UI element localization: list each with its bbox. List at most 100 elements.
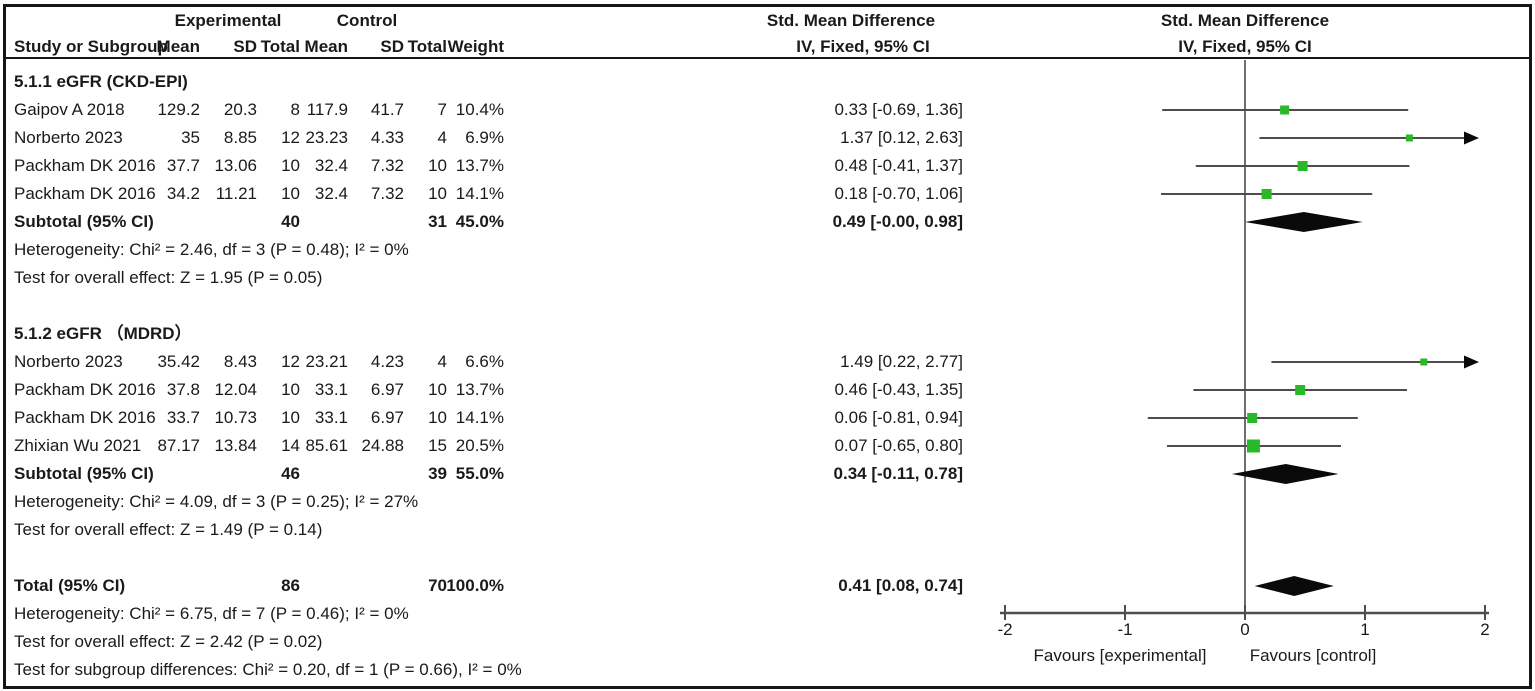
col-header-weight: Weight bbox=[447, 37, 504, 56]
ctl-mean: 33.1 bbox=[314, 380, 348, 399]
axis-label-favours-control: Favours [control] bbox=[1249, 646, 1377, 665]
effect-marker bbox=[1246, 439, 1260, 453]
axis-tick-label: 1 bbox=[1360, 620, 1370, 639]
effect-marker bbox=[1420, 358, 1428, 366]
study-row: Packham DK 2016 34.2 11.21 10 32.4 7.32 10 14.1… bbox=[0, 180, 1535, 208]
exp-mean: 34.2 bbox=[166, 184, 200, 203]
heterogeneity-text: Heterogeneity: Chi² = 2.46, df = 3 (P = … bbox=[14, 240, 409, 259]
effect-marker bbox=[1405, 134, 1413, 142]
subtotal-row: Subtotal (95% CI) 40 31 45.0% 0.49 [-0.00, 0… bbox=[0, 208, 1535, 236]
weight: 14.1% bbox=[455, 184, 504, 203]
study-name: Norberto 2023 bbox=[14, 128, 123, 147]
subgroup-heading: 5.1.1 eGFR (CKD-EPI) bbox=[14, 72, 188, 91]
weight: 13.7% bbox=[455, 156, 504, 175]
exp-total: 86 bbox=[281, 576, 300, 595]
ctl-mean: 32.4 bbox=[314, 184, 348, 203]
ci-estimate: 0.46 [-0.43, 1.35] bbox=[834, 380, 963, 399]
col-header-ctl-sd: SD bbox=[380, 37, 404, 56]
ci-estimate: 0.06 [-0.81, 0.94] bbox=[834, 408, 963, 427]
exp-total: 46 bbox=[281, 464, 300, 483]
subgroup-heading-row: 5.1.2 eGFR （MDRD） bbox=[0, 320, 1535, 348]
effect-marker bbox=[1247, 413, 1258, 423]
subtotal-diamond bbox=[1245, 212, 1363, 232]
pooled-label: Subtotal (95% CI) bbox=[14, 464, 154, 483]
col-header-ctl-total: Total bbox=[407, 37, 447, 56]
subgroup-differences-text: Test for subgroup differences: Chi² = 0.… bbox=[14, 660, 522, 679]
effect-marker bbox=[1280, 105, 1290, 115]
ctl-mean: 32.4 bbox=[314, 156, 348, 175]
ctl-total: 10 bbox=[428, 408, 447, 427]
study-name: Packham DK 2016 bbox=[14, 408, 156, 427]
weight: 13.7% bbox=[455, 380, 504, 399]
overall-effect-text: Test for overall effect: Z = 1.49 (P = 0… bbox=[14, 520, 323, 539]
overall-effect-text: Test for overall effect: Z = 1.95 (P = 0… bbox=[14, 268, 323, 287]
overall-effect-row: Test for overall effect: Z = 1.49 (P = 0… bbox=[0, 516, 1535, 544]
overall-effect-row: Test for overall effect: Z = 1.95 (P = 0… bbox=[0, 264, 1535, 292]
col-header-ci-table: IV, Fixed, 95% CI bbox=[796, 37, 930, 56]
ctl-sd: 41.7 bbox=[370, 100, 404, 119]
heterogeneity-text: Heterogeneity: Chi² = 4.09, df = 3 (P = … bbox=[14, 492, 419, 511]
total-diamond bbox=[1254, 576, 1334, 596]
exp-sd: 20.3 bbox=[223, 100, 257, 119]
study-name: Packham DK 2016 bbox=[14, 156, 156, 175]
weight: 10.4% bbox=[455, 100, 504, 119]
header-separator-line bbox=[6, 57, 1529, 59]
ci-estimate: 0.49 [-0.00, 0.98] bbox=[832, 212, 963, 231]
axis-label-favours-experimental: Favours [experimental] bbox=[1033, 646, 1207, 665]
subgroup-heading-row: 5.1.1 eGFR (CKD-EPI) bbox=[0, 68, 1535, 96]
exp-total: 12 bbox=[281, 352, 300, 371]
ci-estimate: 0.33 [-0.69, 1.36] bbox=[834, 100, 963, 119]
ctl-sd: 24.88 bbox=[361, 436, 404, 455]
effect-marker bbox=[1295, 385, 1306, 395]
exp-sd: 8.43 bbox=[223, 352, 257, 371]
plot-header-smd: Std. Mean Difference bbox=[1160, 11, 1330, 30]
weight: 6.6% bbox=[465, 352, 504, 371]
study-row: Norberto 2023 35.42 8.43 12 23.21 4.23 4 6.6% 1.… bbox=[0, 348, 1535, 376]
ctl-mean: 117.9 bbox=[306, 100, 348, 119]
total-row: Total (95% CI) 86 70 100.0% 0.41 [0.08, 0.74… bbox=[0, 572, 1535, 600]
exp-sd: 11.21 bbox=[215, 184, 257, 203]
subgroup-heading: 5.1.2 eGFR （MDRD） bbox=[14, 324, 192, 343]
col-header-ctl-mean: Mean bbox=[304, 37, 348, 56]
ctl-total: 10 bbox=[428, 156, 447, 175]
heterogeneity-text: Heterogeneity: Chi² = 6.75, df = 7 (P = … bbox=[14, 604, 409, 623]
col-header-study: Study or Subgroup bbox=[14, 37, 168, 56]
ci-arrow-icon bbox=[1464, 355, 1479, 369]
weight: 45.0% bbox=[455, 212, 504, 231]
study-name: Gaipov A 2018 bbox=[14, 100, 125, 119]
effect-marker bbox=[1297, 161, 1308, 171]
ci-estimate: 0.41 [0.08, 0.74] bbox=[838, 576, 963, 595]
ctl-total: 15 bbox=[428, 436, 447, 455]
ctl-mean: 85.61 bbox=[305, 436, 348, 455]
exp-mean: 33.7 bbox=[166, 408, 200, 427]
ctl-total: 10 bbox=[428, 184, 447, 203]
ctl-sd: 4.23 bbox=[370, 352, 404, 371]
exp-sd: 13.06 bbox=[214, 156, 257, 175]
exp-sd: 8.85 bbox=[223, 128, 257, 147]
exp-sd: 13.84 bbox=[214, 436, 257, 455]
ctl-sd: 6.97 bbox=[370, 408, 404, 427]
ctl-total: 10 bbox=[428, 380, 447, 399]
ctl-total: 70 bbox=[428, 576, 447, 595]
ci-arrow-icon bbox=[1464, 131, 1479, 145]
col-header-experimental: Experimental bbox=[174, 11, 282, 30]
col-header-exp-mean: Mean bbox=[156, 37, 200, 56]
study-row: Packham DK 2016 33.7 10.73 10 33.1 6.97 10 14.1… bbox=[0, 404, 1535, 432]
exp-mean: 35.42 bbox=[157, 352, 200, 371]
ci-estimate: 0.48 [-0.41, 1.37] bbox=[834, 156, 963, 175]
subgroup-differences-row: Test for subgroup differences: Chi² = 0.… bbox=[0, 656, 1535, 684]
weight: 6.9% bbox=[465, 128, 504, 147]
exp-total: 10 bbox=[281, 184, 300, 203]
study-row: Packham DK 2016 37.8 12.04 10 33.1 6.97 10 13.7… bbox=[0, 376, 1535, 404]
axis-tick-label: -2 bbox=[997, 620, 1013, 639]
weight: 20.5% bbox=[455, 436, 504, 455]
study-row: Packham DK 2016 37.7 13.06 10 32.4 7.32 10 13.7… bbox=[0, 152, 1535, 180]
heterogeneity-row: Heterogeneity: Chi² = 6.75, df = 7 (P = … bbox=[0, 600, 1535, 628]
exp-sd: 10.73 bbox=[214, 408, 257, 427]
col-header-smd-table: Std. Mean Difference bbox=[766, 11, 936, 30]
ctl-sd: 7.32 bbox=[370, 184, 404, 203]
ci-estimate: 1.49 [0.22, 2.77] bbox=[840, 352, 963, 371]
study-name: Zhixian Wu 2021 bbox=[14, 436, 142, 455]
